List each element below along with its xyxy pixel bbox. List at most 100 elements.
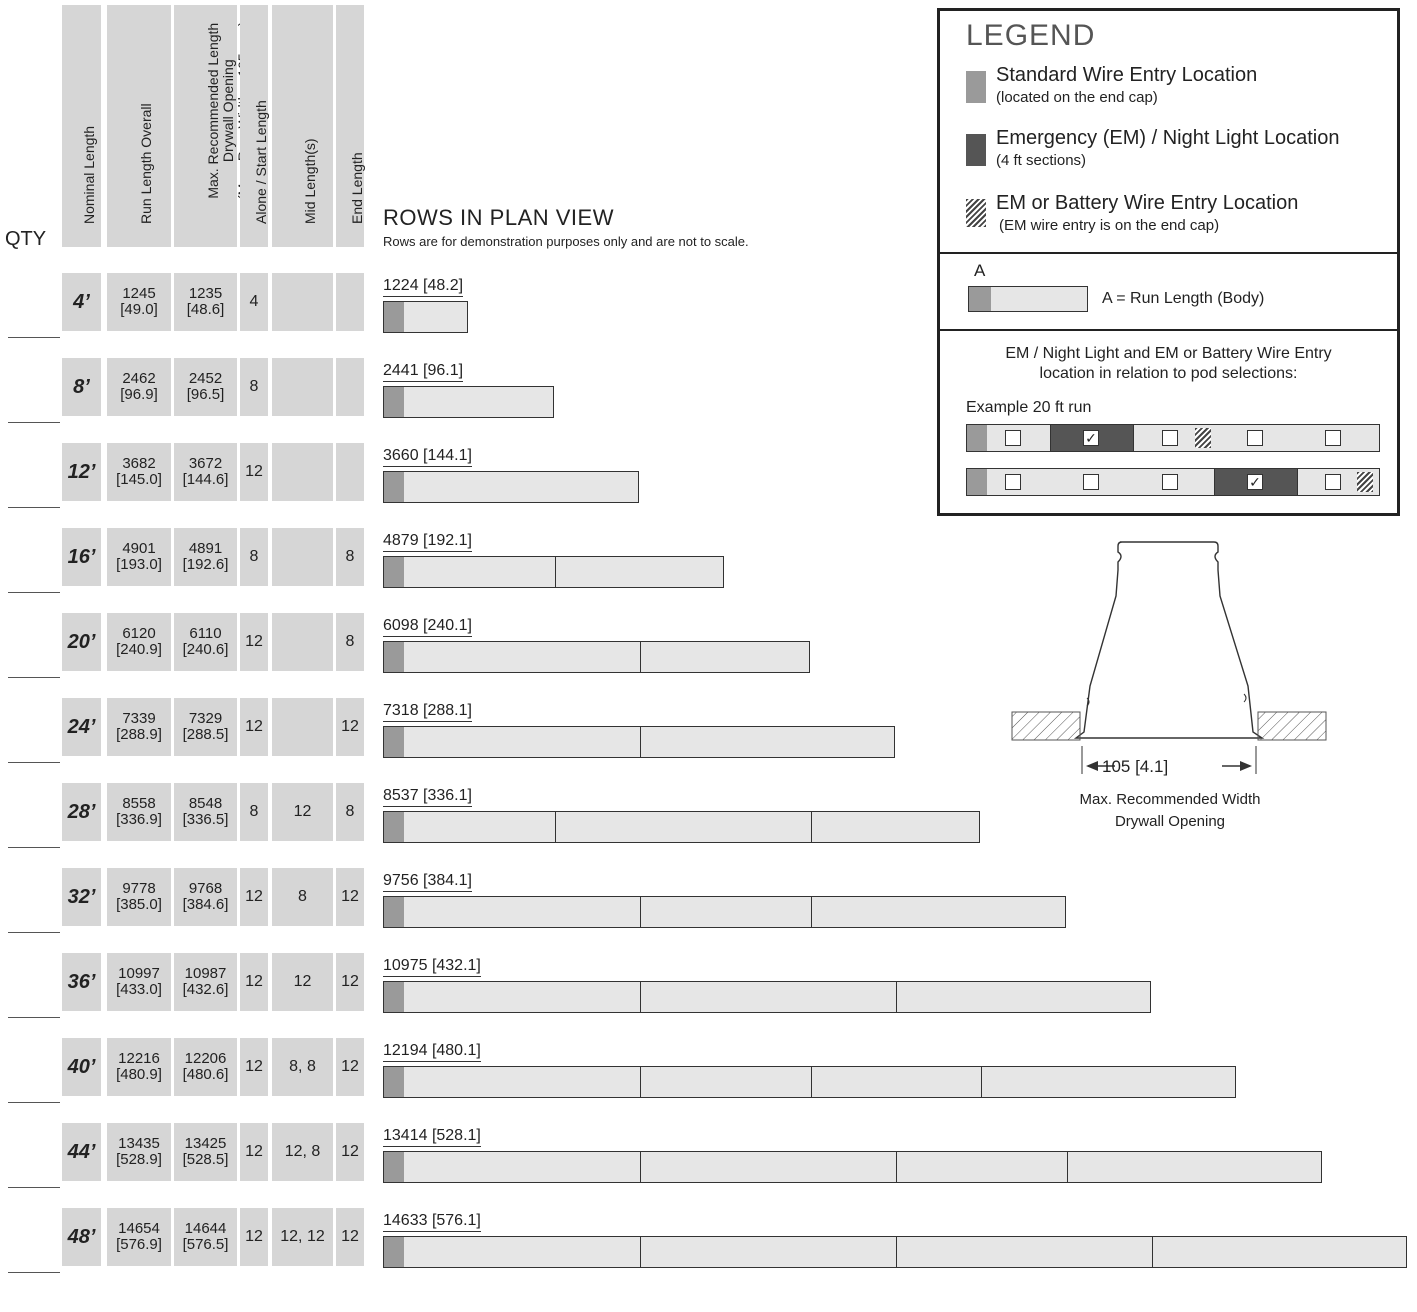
em-night-light-label: Emergency (EM) / Night Light Location bbox=[996, 127, 1340, 149]
nominal-length-cell: 16’ bbox=[62, 528, 101, 586]
max-recommended-cell: 13425 [528.5] bbox=[174, 1123, 237, 1181]
section-divider bbox=[1067, 1152, 1068, 1182]
qty-header: QTY bbox=[5, 228, 47, 250]
pod-checkbox[interactable] bbox=[1005, 474, 1021, 490]
end-cap bbox=[384, 982, 404, 1012]
qty-input-line[interactable] bbox=[8, 677, 60, 678]
alone-start-cell: 12 bbox=[240, 698, 268, 756]
row-plan-bar bbox=[383, 726, 895, 758]
pod-checkbox[interactable] bbox=[1162, 474, 1178, 490]
row-length-label: 8537 [336.1] bbox=[383, 787, 472, 807]
qty-input-line[interactable] bbox=[8, 337, 60, 338]
end-length-cell bbox=[336, 443, 364, 501]
run-length-cell: 2462 [96.9] bbox=[107, 358, 171, 416]
qty-input-line[interactable] bbox=[8, 932, 60, 933]
qty-input-line[interactable] bbox=[8, 507, 60, 508]
pod-checkbox[interactable] bbox=[1005, 430, 1021, 446]
row-plan-bar bbox=[383, 386, 554, 418]
max-recommended-cell: 1235 [48.6] bbox=[174, 273, 237, 331]
end-cap bbox=[384, 1152, 404, 1182]
pod-checkbox[interactable] bbox=[1325, 474, 1341, 490]
section-divider bbox=[640, 642, 641, 672]
end-length-cell: 12 bbox=[336, 1123, 364, 1181]
pod-checkbox[interactable] bbox=[1325, 430, 1341, 446]
alone-start-cell: 12 bbox=[240, 1123, 268, 1181]
mid-length-cell: 12, 12 bbox=[272, 1208, 333, 1266]
qty-input-line[interactable] bbox=[8, 592, 60, 593]
opening-dimension: 105 [4.1] bbox=[1102, 757, 1169, 776]
pod-checkbox[interactable] bbox=[1083, 474, 1099, 490]
mid-length-cell: 12 bbox=[272, 783, 333, 841]
run-length-header: Run Length Overall bbox=[107, 5, 171, 247]
mid-length-cell bbox=[272, 698, 333, 756]
opening-caption-1: Max. Recommended Width bbox=[1079, 791, 1261, 808]
row-plan-bar bbox=[383, 981, 1151, 1013]
battery-entry-mark bbox=[1357, 472, 1373, 492]
mid-length-cell bbox=[272, 443, 333, 501]
end-length-cell: 12 bbox=[336, 698, 364, 756]
drywall-opening-diagram bbox=[1011, 541, 1327, 774]
section-divider bbox=[896, 1237, 897, 1267]
row-plan-bar bbox=[383, 471, 639, 503]
end-length-cell: 8 bbox=[336, 783, 364, 841]
section-divider bbox=[640, 1152, 641, 1182]
qty-input-line[interactable] bbox=[8, 847, 60, 848]
pod-checkbox-checked[interactable]: ✓ bbox=[1083, 430, 1099, 446]
end-length-cell bbox=[336, 358, 364, 416]
mid-length-cell: 12, 8 bbox=[272, 1123, 333, 1181]
qty-input-line[interactable] bbox=[8, 1017, 60, 1018]
pod-checkbox[interactable] bbox=[1162, 430, 1178, 446]
em-night-light-swatch bbox=[966, 134, 986, 166]
nominal-length-cell: 28’ bbox=[62, 783, 101, 841]
legend-divider bbox=[940, 252, 1397, 254]
example-label: Example 20 ft run bbox=[966, 399, 1092, 416]
mid-length-cell: 8 bbox=[272, 868, 333, 926]
mid-length-cell bbox=[272, 273, 333, 331]
alone-start-cell: 12 bbox=[240, 443, 268, 501]
section-divider bbox=[640, 982, 641, 1012]
pod-checkbox[interactable] bbox=[1247, 430, 1263, 446]
end-cap bbox=[384, 472, 404, 502]
alone-start-cell: 12 bbox=[240, 1208, 268, 1266]
nominal-length-cell: 24’ bbox=[62, 698, 101, 756]
nominal-length-cell: 12’ bbox=[62, 443, 101, 501]
nominal-length-cell: 32’ bbox=[62, 868, 101, 926]
row-length-label: 9756 [384.1] bbox=[383, 872, 472, 892]
row-plan-bar bbox=[383, 896, 1066, 928]
mid-length-cell bbox=[272, 358, 333, 416]
row-length-label: 13414 [528.1] bbox=[383, 1127, 481, 1147]
section-divider bbox=[1152, 1237, 1153, 1267]
example-run-1: ✓ bbox=[966, 424, 1380, 452]
run-length-cell: 4901 [193.0] bbox=[107, 528, 171, 586]
mid-length-cell bbox=[272, 528, 333, 586]
row-length-label: 2441 [96.1] bbox=[383, 362, 464, 382]
mid-length-cell: 12 bbox=[272, 953, 333, 1011]
legend-title: LEGEND bbox=[966, 19, 1096, 52]
section-divider bbox=[811, 812, 812, 842]
alone-start-cell: 12 bbox=[240, 613, 268, 671]
mid-length-cell bbox=[272, 613, 333, 671]
end-cap bbox=[384, 897, 404, 927]
qty-input-line[interactable] bbox=[8, 1187, 60, 1188]
qty-input-line[interactable] bbox=[8, 1102, 60, 1103]
a-run-length-bar bbox=[968, 286, 1088, 312]
qty-input-line[interactable] bbox=[8, 1272, 60, 1273]
end-length-cell: 12 bbox=[336, 868, 364, 926]
run-length-cell: 9778 [385.0] bbox=[107, 868, 171, 926]
pod-checkbox-checked[interactable]: ✓ bbox=[1247, 474, 1263, 490]
end-cap bbox=[384, 812, 404, 842]
max-recommended-cell: 12206 [480.6] bbox=[174, 1038, 237, 1096]
row-plan-bar bbox=[383, 1066, 1236, 1098]
legend-box: LEGEND Standard Wire Entry Location (loc… bbox=[937, 8, 1400, 516]
section-divider bbox=[811, 1067, 812, 1097]
end-length-cell: 12 bbox=[336, 1038, 364, 1096]
row-plan-bar bbox=[383, 641, 810, 673]
standard-wire-swatch bbox=[966, 71, 986, 103]
qty-input-line[interactable] bbox=[8, 762, 60, 763]
relation-line-2: location in relation to pod selections: bbox=[1039, 365, 1298, 382]
section-divider bbox=[640, 1237, 641, 1267]
end-length-cell: 8 bbox=[336, 528, 364, 586]
run-length-cell: 1245 [49.0] bbox=[107, 273, 171, 331]
qty-input-line[interactable] bbox=[8, 422, 60, 423]
end-length-cell: 8 bbox=[336, 613, 364, 671]
